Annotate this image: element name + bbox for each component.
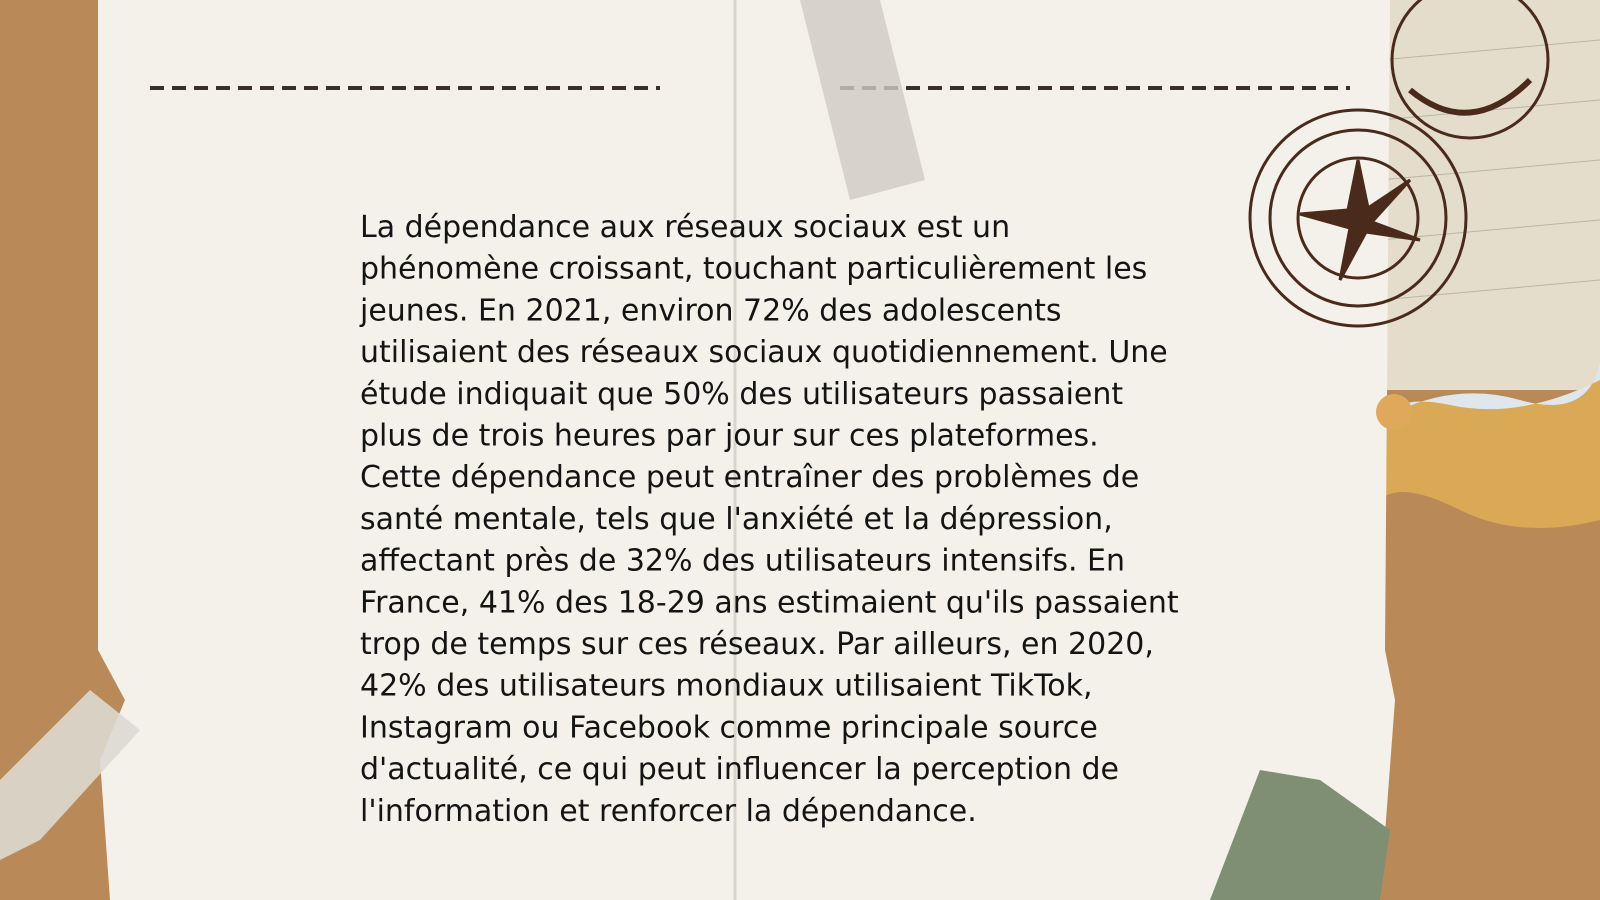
body-line: France, 41% des 18-29 ans estimaient qu'… xyxy=(360,585,1179,620)
torn-edge xyxy=(1380,360,1600,440)
tape xyxy=(0,690,140,860)
tape xyxy=(800,0,925,200)
body-line: trop de temps sur ces réseaux. Par aille… xyxy=(360,627,1154,662)
body-text: La dépendance aux réseaux sociaux est un… xyxy=(359,210,1179,829)
body-line: Instagram ou Facebook comme principale s… xyxy=(360,710,1098,745)
pin xyxy=(1376,394,1412,430)
body-line: La dépendance aux réseaux sociaux est un xyxy=(360,210,1010,245)
body-line: phénomène croissant, touchant particuliè… xyxy=(360,252,1147,287)
compass xyxy=(1248,0,1550,328)
lined-paper xyxy=(1380,0,1600,390)
body-line: affectant près de 32% des utilisateurs i… xyxy=(360,544,1125,579)
body-line: l'information et renforcer la dépendance… xyxy=(360,794,977,829)
tape-green xyxy=(1210,770,1390,900)
body-line: étude indiquait que 50% des utilisateurs… xyxy=(360,377,1123,412)
body-line: Cette dépendance peut entraîner des prob… xyxy=(360,460,1139,495)
body-line: 42% des utilisateurs mondiaux utilisaien… xyxy=(360,669,1093,704)
body-line: d'actualité, ce qui peut influencer la p… xyxy=(360,752,1119,787)
body-line: utilisaient des réseaux sociaux quotidie… xyxy=(360,335,1168,370)
body-line: jeunes. En 2021, environ 72% des adolesc… xyxy=(359,293,1061,328)
body-line: santé mentale, tels que l'anxiété et la … xyxy=(360,502,1113,537)
main-paper xyxy=(98,0,1395,900)
paper-lines xyxy=(1379,39,1600,301)
body-line: plus de trois heures par jour sur ces pl… xyxy=(360,419,1099,454)
